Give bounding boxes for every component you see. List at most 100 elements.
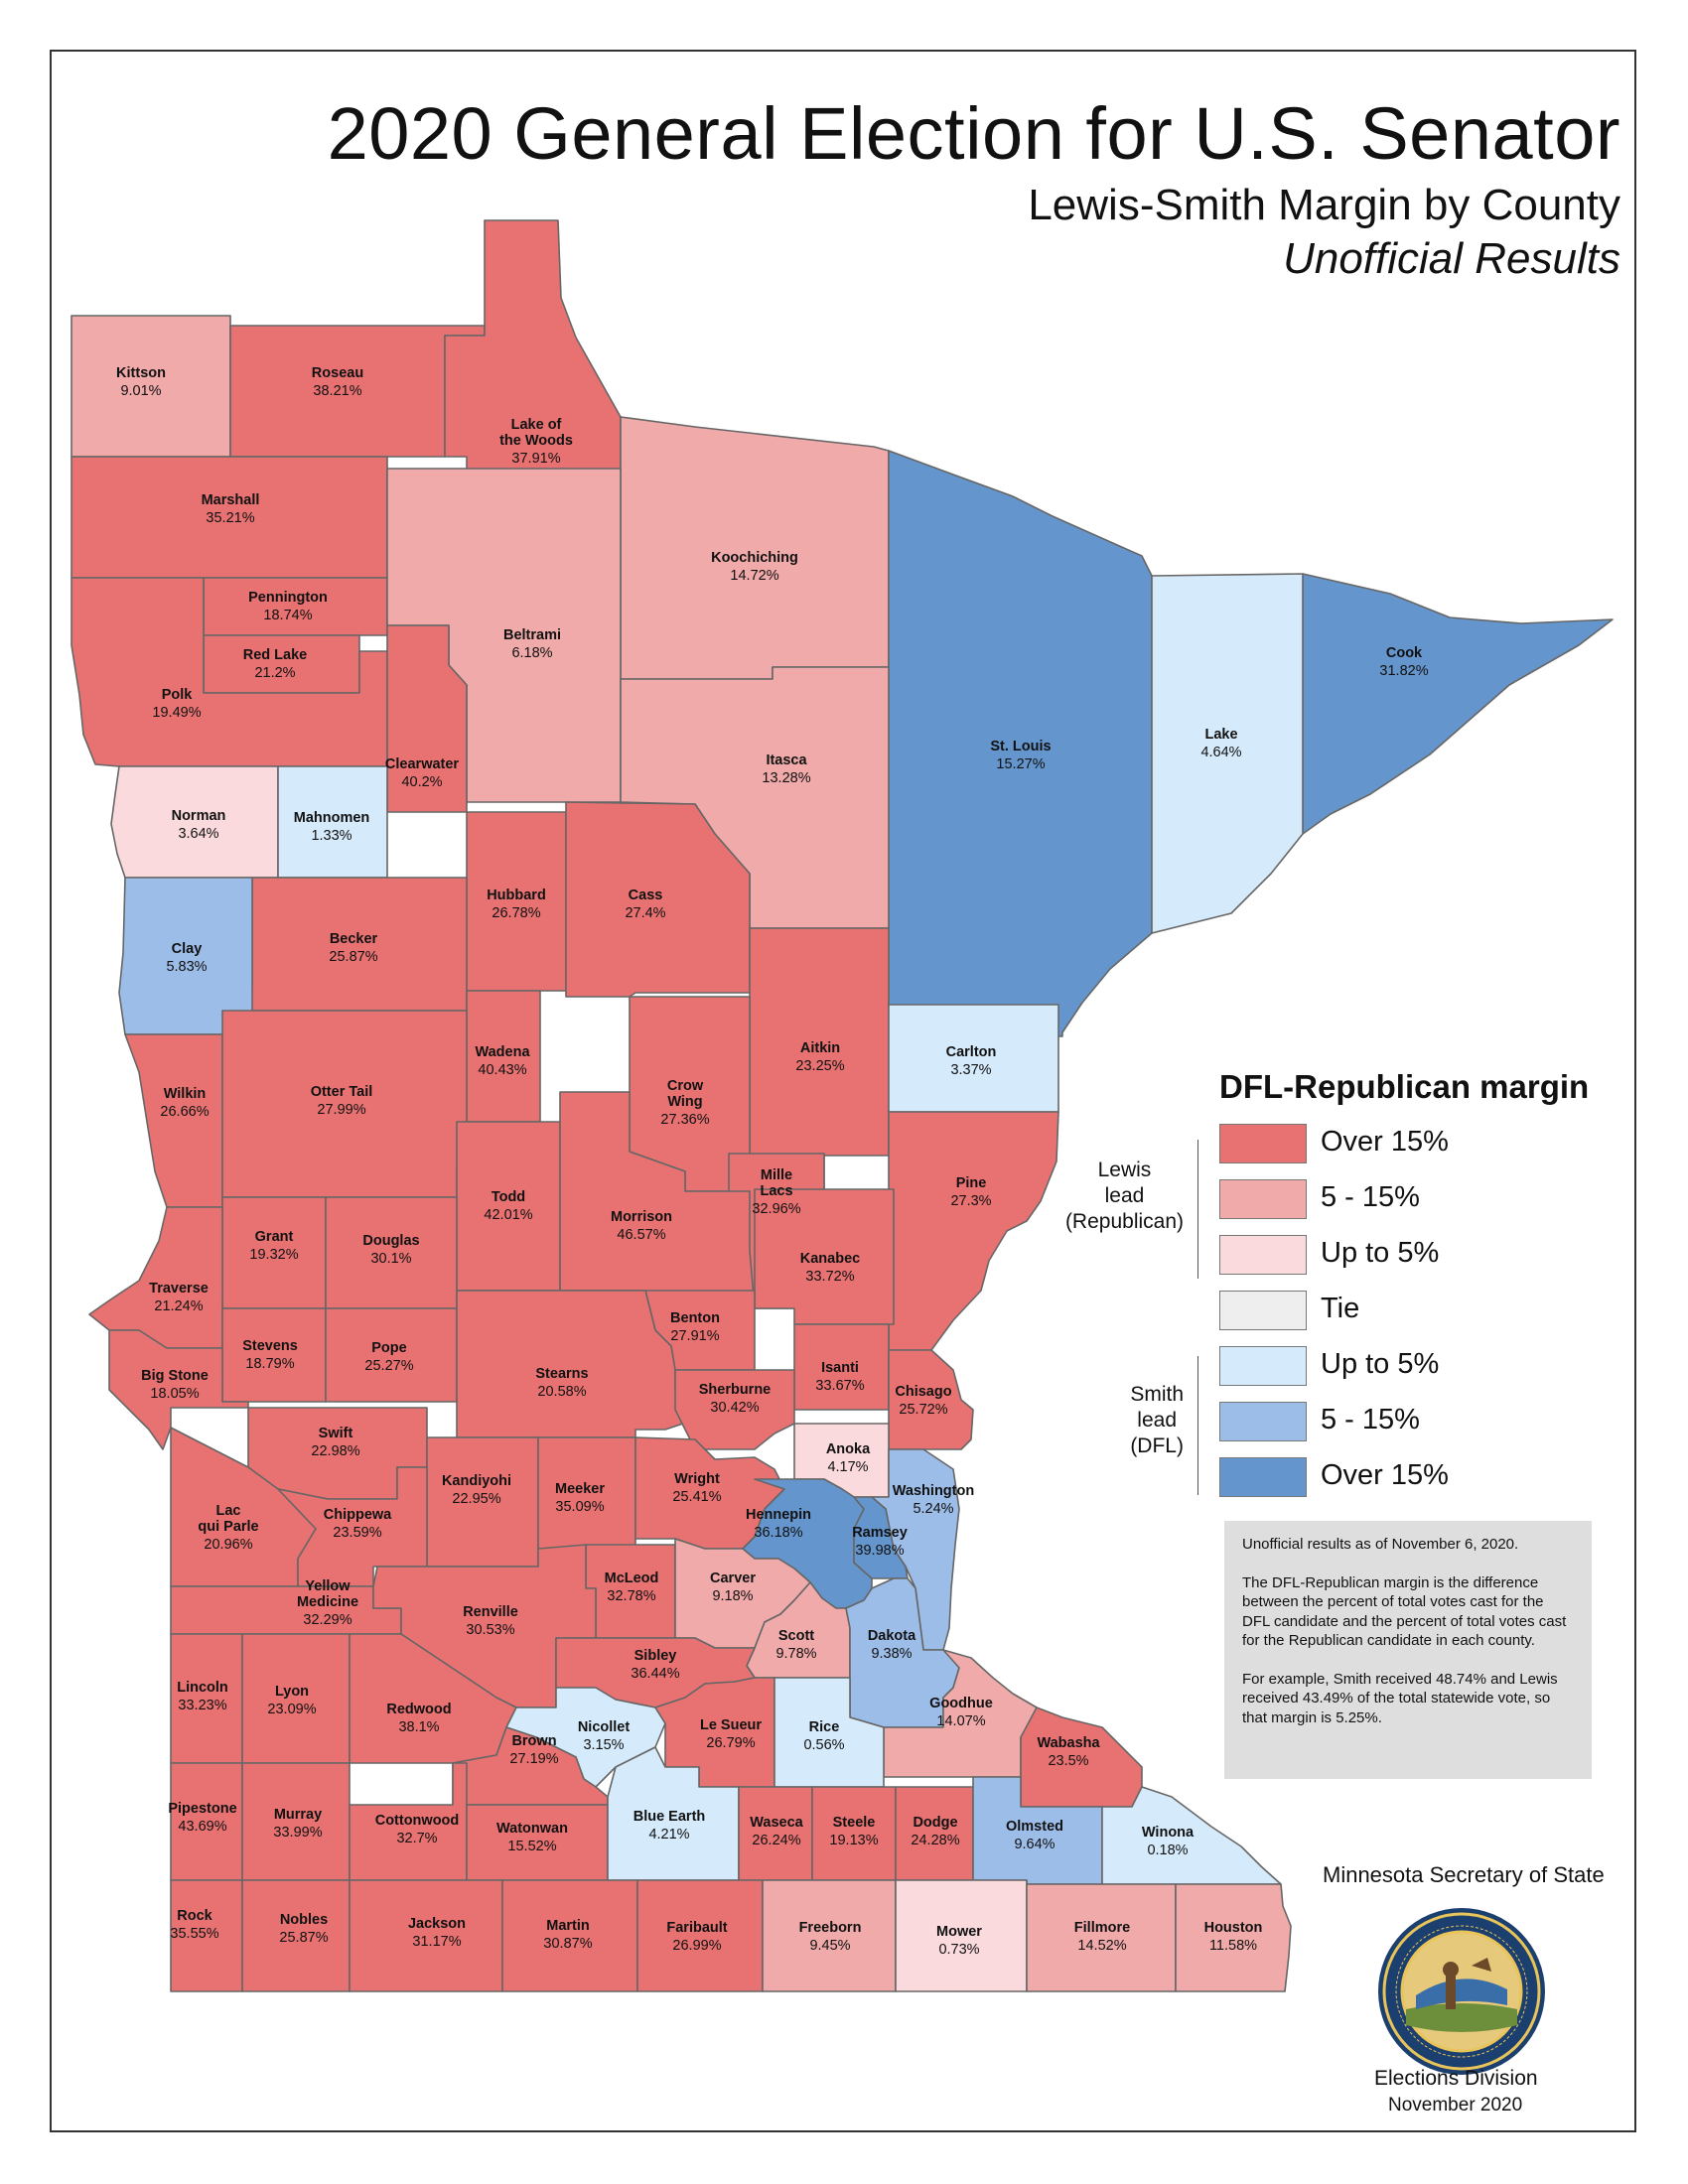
county-name-mower: Mower <box>936 1924 982 1940</box>
county-margin-cook: 31.82% <box>1379 663 1428 679</box>
county-name-cook: Cook <box>1386 645 1423 661</box>
county-margin-kittson: 9.01% <box>120 383 161 399</box>
county-label-chisago: Chisago 25.72% <box>895 1384 951 1418</box>
county-margin-polk: 19.49% <box>152 705 201 721</box>
county-margin-olmsted: 9.64% <box>1014 1837 1055 1852</box>
county-label-otter-tail: Otter Tail 27.99% <box>311 1084 373 1118</box>
legend-swatch <box>1219 1402 1307 1441</box>
map-title: 2020 General Election for U.S. Senator <box>327 92 1620 175</box>
county-name-big-stone: Big Stone <box>141 1368 209 1384</box>
county-label-pine: Pine 27.3% <box>950 1175 991 1209</box>
county-label-carlton: Carlton 3.37% <box>946 1044 997 1078</box>
county-freeborn <box>762 1879 897 1992</box>
county-margin-mcleod: 32.78% <box>607 1588 655 1604</box>
county-label-polk: Polk 19.49% <box>152 687 201 721</box>
county-label-stearns: Stearns 20.58% <box>535 1366 588 1400</box>
county-name-roseau: Roseau <box>312 365 363 381</box>
county-name-washington: Washington <box>893 1483 974 1499</box>
county-label-swift: Swift 22.98% <box>311 1426 359 1459</box>
county-name-douglas: Douglas <box>362 1233 419 1249</box>
county-margin-mille-lacs: 32.96% <box>752 1201 800 1217</box>
county-margin-renville: 30.53% <box>466 1622 514 1638</box>
county-name-itasca: Itasca <box>766 752 807 768</box>
county-margin-lac-qui-parle: 20.96% <box>204 1537 252 1553</box>
county-label-wright: Wright 25.41% <box>672 1471 721 1505</box>
county-label-mahnomen: Mahnomen 1.33% <box>294 810 370 844</box>
county-name-redwood: Redwood <box>386 1702 451 1717</box>
county-margin-todd: 42.01% <box>484 1207 532 1223</box>
county-label-lincoln: Lincoln 33.23% <box>177 1680 228 1713</box>
county-name-scott: Scott <box>778 1628 814 1644</box>
county-label-norman: Norman 3.64% <box>172 808 226 842</box>
county-name-hubbard: Hubbard <box>487 887 546 903</box>
county-name-stearns: Stearns <box>535 1366 588 1382</box>
county-margin-crow-wing: 27.36% <box>660 1112 709 1128</box>
county-label-red-lake: Red Lake 21.2% <box>243 647 307 681</box>
dem-group-line: lead <box>1137 1409 1177 1432</box>
county-name-norman: Norman <box>172 808 226 824</box>
county-name-pennington: Pennington <box>248 590 328 606</box>
county-stevens <box>221 1307 327 1403</box>
county-label-big-stone: Big Stone 18.05% <box>141 1368 209 1402</box>
legend-swatch <box>1219 1179 1307 1219</box>
county-margin-dodge: 24.28% <box>911 1833 959 1848</box>
county-margin-stearns: 20.58% <box>537 1384 586 1400</box>
county-margin-waseca: 26.24% <box>752 1833 800 1848</box>
county-label-wilkin: Wilkin 26.66% <box>160 1086 209 1120</box>
county-label-murray: Murray 33.99% <box>273 1807 322 1841</box>
county-margin-nobles: 25.87% <box>279 1930 328 1946</box>
county-name-grant: Grant <box>255 1229 294 1245</box>
county-margin-wabasha: 23.5% <box>1048 1753 1088 1769</box>
county-margin-swift: 22.98% <box>311 1443 359 1459</box>
county-label-cass: Cass 27.4% <box>625 887 665 921</box>
legend-swatch <box>1219 1124 1307 1163</box>
rep-group-line: lead <box>1104 1184 1145 1207</box>
rep-group-label: Lewis lead (Republican) <box>1065 1158 1184 1235</box>
county-name-rice: Rice <box>809 1719 840 1735</box>
county-name-wabasha: Wabasha <box>1037 1735 1100 1751</box>
county-name-freeborn: Freeborn <box>799 1920 862 1936</box>
county-name-todd: Todd <box>492 1189 525 1205</box>
county-name-lake-of-the-woods: the Woods <box>499 433 573 449</box>
agency-name: Minnesota Secretary of State <box>1323 1862 1605 1887</box>
county-red-lake <box>203 634 360 694</box>
county-margin-faribault: 26.99% <box>672 1938 721 1954</box>
explanatory-note: Unofficial results as of November 6, 202… <box>1224 1521 1592 1779</box>
county-label-douglas: Douglas 30.1% <box>362 1233 419 1267</box>
county-margin-le-sueur: 26.79% <box>706 1735 755 1751</box>
county-sherburne <box>674 1369 795 1450</box>
county-margin-pope: 25.27% <box>364 1358 413 1374</box>
county-pennington <box>203 577 388 636</box>
legend-label: Up to 5% <box>1321 1237 1440 1269</box>
county-label-nobles: Nobles 25.87% <box>279 1912 328 1946</box>
county-yellow-medicine <box>170 1585 402 1635</box>
county-margin-pennington: 18.74% <box>263 608 312 623</box>
county-label-rock: Rock 35.55% <box>170 1908 218 1942</box>
county-label-nicollet: Nicollet 3.15% <box>578 1719 631 1753</box>
county-name-hennepin: Hennepin <box>746 1507 811 1523</box>
county-name-benton: Benton <box>670 1310 720 1326</box>
county-margin-beltrami: 6.18% <box>511 645 552 661</box>
counties-layer <box>70 219 1614 1992</box>
county-label-ramsey: Ramsey 39.98% <box>852 1525 908 1559</box>
legend-swatch <box>1219 1235 1307 1275</box>
rep-group-line: Lewis <box>1097 1159 1152 1181</box>
county-margin-houston: 11.58% <box>1209 1938 1257 1954</box>
county-name-lyon: Lyon <box>275 1684 309 1700</box>
county-name-lake: Lake <box>1204 727 1237 743</box>
county-name-kanabec: Kanabec <box>800 1251 860 1267</box>
county-name-dakota: Dakota <box>868 1628 916 1644</box>
county-name-winona: Winona <box>1142 1825 1195 1841</box>
county-margin-kandiyohi: 22.95% <box>452 1491 500 1507</box>
county-name-renville: Renville <box>463 1604 518 1620</box>
county-margin-carlton: 3.37% <box>950 1062 991 1078</box>
county-margin-cass: 27.4% <box>625 905 665 921</box>
county-name-mille-lacs: Lacs <box>760 1183 792 1199</box>
county-todd <box>456 1121 561 1292</box>
county-margin-aitkin: 23.25% <box>795 1058 844 1074</box>
county-margin-scott: 9.78% <box>775 1646 816 1662</box>
county-name-yellow-medicine: Medicine <box>297 1594 358 1610</box>
county-margin-lake-of-the-woods: 37.91% <box>511 451 560 467</box>
